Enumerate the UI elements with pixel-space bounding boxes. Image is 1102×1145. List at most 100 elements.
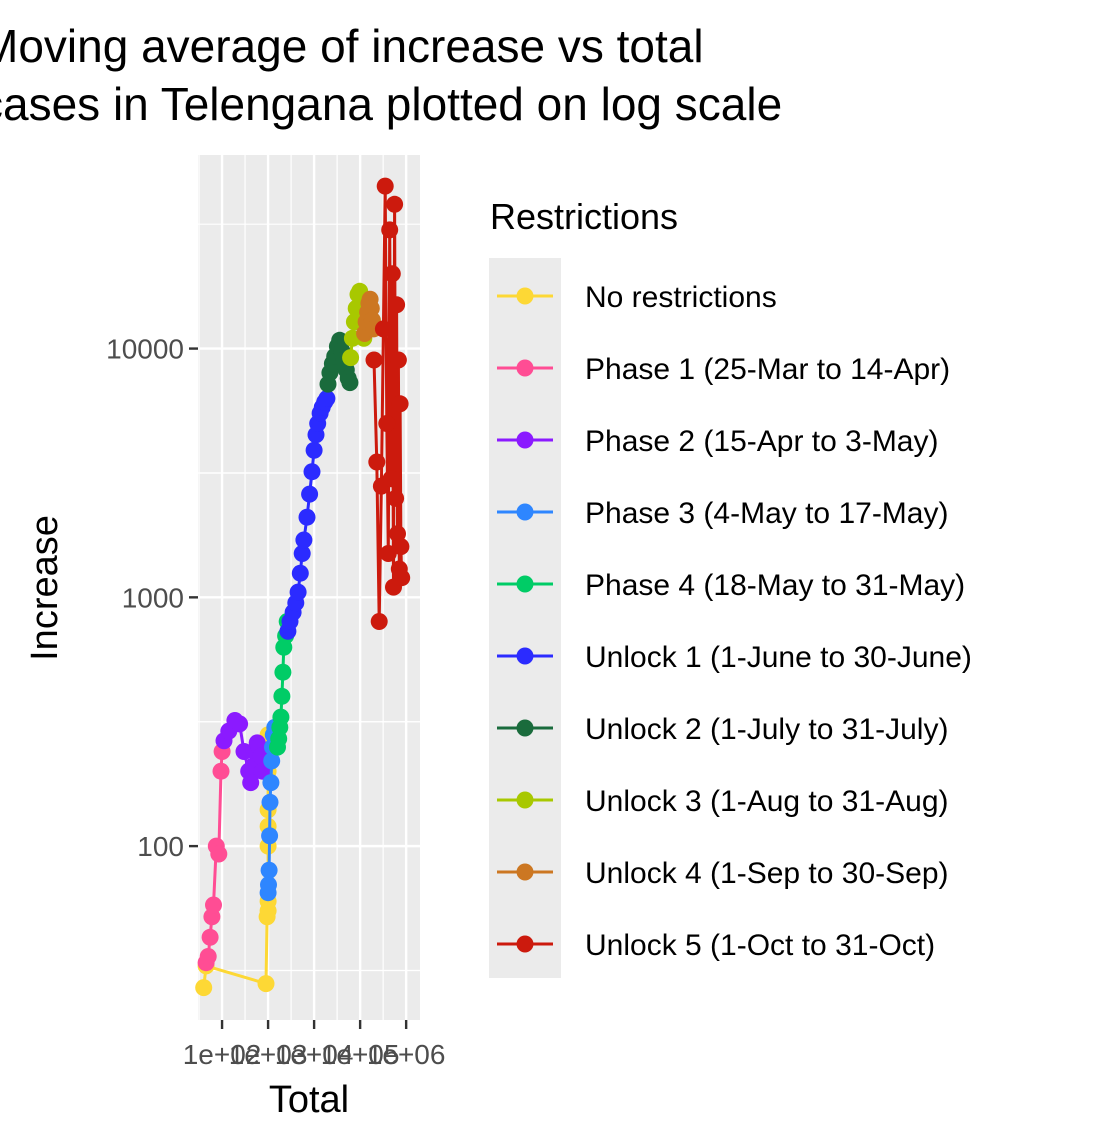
data-point — [392, 538, 410, 556]
legend-label: Phase 1 (25-Mar to 14-Apr) — [585, 353, 950, 386]
data-point — [389, 525, 406, 543]
legend-label: Phase 3 (4-May to 17-May) — [585, 497, 948, 530]
legend-label: Unlock 2 (1-July to 31-July) — [585, 713, 948, 746]
legend-item: Phase 2 (15-Apr to 3-May) — [497, 425, 938, 458]
legend-item: Unlock 2 (1-July to 31-July) — [497, 713, 948, 746]
legend-item: Unlock 5 (1-Oct to 31-Oct) — [497, 929, 935, 962]
legend-items: No restrictions Phase 1 (25-Mar to 14-Apr… — [497, 281, 972, 962]
legend: Restrictions No restrictions Phase 1 (25-… — [489, 196, 972, 978]
data-point — [389, 351, 407, 369]
data-point — [195, 979, 213, 997]
legend-key-point — [516, 503, 534, 521]
y-axis-title: Increase — [24, 515, 66, 661]
data-point — [274, 663, 292, 681]
legend-item: Unlock 3 (1-Aug to 31-Aug) — [497, 785, 949, 818]
data-point — [303, 463, 321, 481]
legend-key-point — [516, 575, 534, 593]
data-point — [386, 195, 404, 213]
legend-label: Phase 2 (15-Apr to 3-May) — [585, 425, 938, 458]
data-point — [368, 453, 386, 471]
data-point — [210, 845, 228, 863]
data-point — [257, 975, 275, 993]
data-point — [365, 351, 383, 369]
data-point — [379, 545, 397, 562]
x-axis-title: Total — [269, 1079, 349, 1121]
data-point — [305, 441, 323, 459]
legend-item: Unlock 1 (1-June to 30-June) — [497, 641, 972, 674]
data-point — [212, 762, 230, 780]
data-point — [388, 296, 406, 314]
data-point — [242, 774, 260, 792]
data-point — [342, 349, 360, 367]
legend-key-point — [516, 359, 534, 377]
legend-label: Unlock 5 (1-Oct to 31-Oct) — [585, 929, 935, 962]
legend-item: Phase 4 (18-May to 31-May) — [497, 569, 965, 602]
series-layer — [195, 177, 411, 997]
y-tick-label: 10000 — [106, 334, 184, 365]
x-tick-label: 1e+03 — [229, 1039, 308, 1070]
data-point — [261, 793, 279, 811]
data-point — [295, 531, 313, 549]
legend-key-point — [516, 647, 534, 665]
data-point — [260, 861, 278, 879]
legend-label: Phase 4 (18-May to 31-May) — [585, 569, 965, 602]
data-point — [273, 687, 291, 705]
series-unlock-1-1-june-to-30-june- — [279, 390, 336, 640]
y-tick-label: 100 — [137, 831, 184, 862]
data-point — [272, 708, 290, 726]
data-point — [374, 320, 392, 338]
series-unlock-5-1-oct-to-31-oct- — [365, 177, 411, 630]
data-point — [301, 485, 319, 503]
x-tick-label: 1e+06 — [367, 1039, 446, 1070]
data-point — [293, 545, 311, 562]
data-point — [262, 774, 280, 792]
legend-key-point — [516, 431, 534, 449]
data-point — [378, 415, 396, 432]
legend-item: Phase 1 (25-Mar to 14-Apr) — [497, 353, 950, 386]
data-point — [291, 564, 309, 582]
data-point — [318, 390, 336, 407]
data-point — [387, 489, 405, 507]
legend-item: Phase 3 (4-May to 17-May) — [497, 497, 948, 530]
data-point — [376, 177, 394, 195]
y-tick-label: 1000 — [122, 582, 184, 613]
series-phase-4-18-may-to-31-may- — [269, 613, 296, 756]
legend-item: Unlock 4 (1-Sep to 30-Sep) — [497, 857, 949, 890]
legend-title: Restrictions — [490, 196, 678, 237]
legend-key-point — [516, 863, 534, 881]
legend-label: No restrictions — [585, 281, 777, 314]
data-point — [370, 613, 388, 630]
data-point — [261, 827, 279, 845]
data-point — [391, 395, 409, 413]
data-point — [231, 715, 249, 733]
data-point — [205, 896, 222, 914]
data-point — [383, 265, 401, 283]
x-tick-label: 1e+02 — [183, 1039, 262, 1070]
y-axis: 100 1000 10000 — [106, 334, 198, 862]
legend-label: Unlock 3 (1-Aug to 31-Aug) — [585, 785, 949, 818]
legend-key-point — [516, 287, 534, 305]
data-point — [263, 752, 281, 770]
chart-title: Moving average of increase vs total case… — [0, 20, 782, 130]
legend-item: No restrictions — [497, 281, 777, 314]
data-point — [260, 876, 277, 894]
data-point — [382, 470, 400, 488]
legend-key-point — [516, 935, 534, 953]
data-point — [298, 508, 316, 526]
series-phase-2-15-apr-to-3-may- — [215, 712, 271, 792]
data-point — [289, 583, 307, 601]
legend-key-point — [516, 719, 534, 737]
legend-label: Unlock 1 (1-June to 30-June) — [585, 641, 972, 674]
series-phase-1-25-mar-to-14-apr- — [197, 743, 231, 972]
x-tick-label: 1e+05 — [321, 1039, 400, 1070]
legend-key-background — [489, 258, 561, 978]
legend-label: Unlock 4 (1-Sep to 30-Sep) — [585, 857, 949, 890]
chart-title-line-2: cases in Telengana plotted on log scale — [0, 78, 782, 130]
legend-key-point — [516, 791, 534, 809]
data-point — [381, 221, 399, 239]
x-tick-label: 1e+04 — [275, 1039, 354, 1070]
data-point — [393, 569, 411, 587]
data-point — [201, 928, 219, 946]
